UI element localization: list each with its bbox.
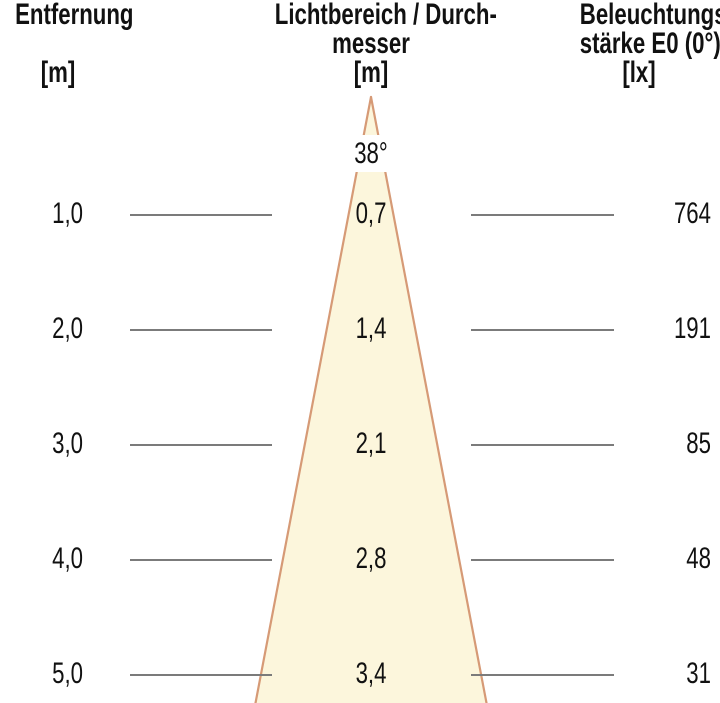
illuminance-ruler-line (471, 674, 614, 676)
distance-ruler-line (130, 559, 272, 561)
distance-value: 2,0 (52, 312, 83, 345)
diameter-value: 3,4 (355, 657, 387, 690)
cone-left-edge (254, 95, 373, 703)
col-header-beam-line1: Lichtbereich / Durch- (274, 0, 497, 31)
diameter-value: 0,7 (355, 197, 387, 230)
illuminance-value: 31 (686, 657, 711, 690)
col-unit-beam: [m] (353, 56, 389, 89)
distance-ruler-line (130, 444, 272, 446)
distance-ruler-line (130, 214, 272, 216)
illuminance-ruler-line (471, 444, 614, 446)
beam-angle-gap (290, 135, 452, 172)
illuminance-ruler-line (471, 559, 614, 561)
col-header-illuminance-line2: stärke E0 (0°) (579, 27, 720, 60)
illuminance-value: 48 (686, 542, 711, 575)
col-header-beam-line2: messer (332, 27, 410, 60)
beam-angle-label: 38° (354, 137, 388, 170)
col-header-distance: Entfernung (15, 0, 134, 31)
diameter-value: 2,1 (355, 427, 387, 460)
distance-value: 1,0 (52, 197, 83, 230)
distance-value: 4,0 (52, 542, 83, 575)
col-unit-illuminance: [lx] (622, 56, 656, 89)
distance-ruler-line (130, 329, 272, 331)
illuminance-value: 191 (673, 312, 711, 345)
diameter-value: 1,4 (355, 312, 387, 345)
illuminance-ruler-line (471, 214, 614, 216)
illuminance-value: 764 (673, 197, 711, 230)
cone-right-edge (369, 95, 488, 703)
diameter-value: 2,8 (355, 542, 387, 575)
cone-fill (255, 97, 487, 703)
distance-value: 5,0 (52, 657, 83, 690)
distance-ruler-line (130, 674, 272, 676)
col-header-illuminance-line1: Beleuchtungs- (579, 0, 720, 31)
distance-value: 3,0 (52, 427, 83, 460)
illuminance-value: 85 (686, 427, 711, 460)
illuminance-ruler-line (471, 329, 614, 331)
col-unit-distance: [m] (40, 56, 76, 89)
